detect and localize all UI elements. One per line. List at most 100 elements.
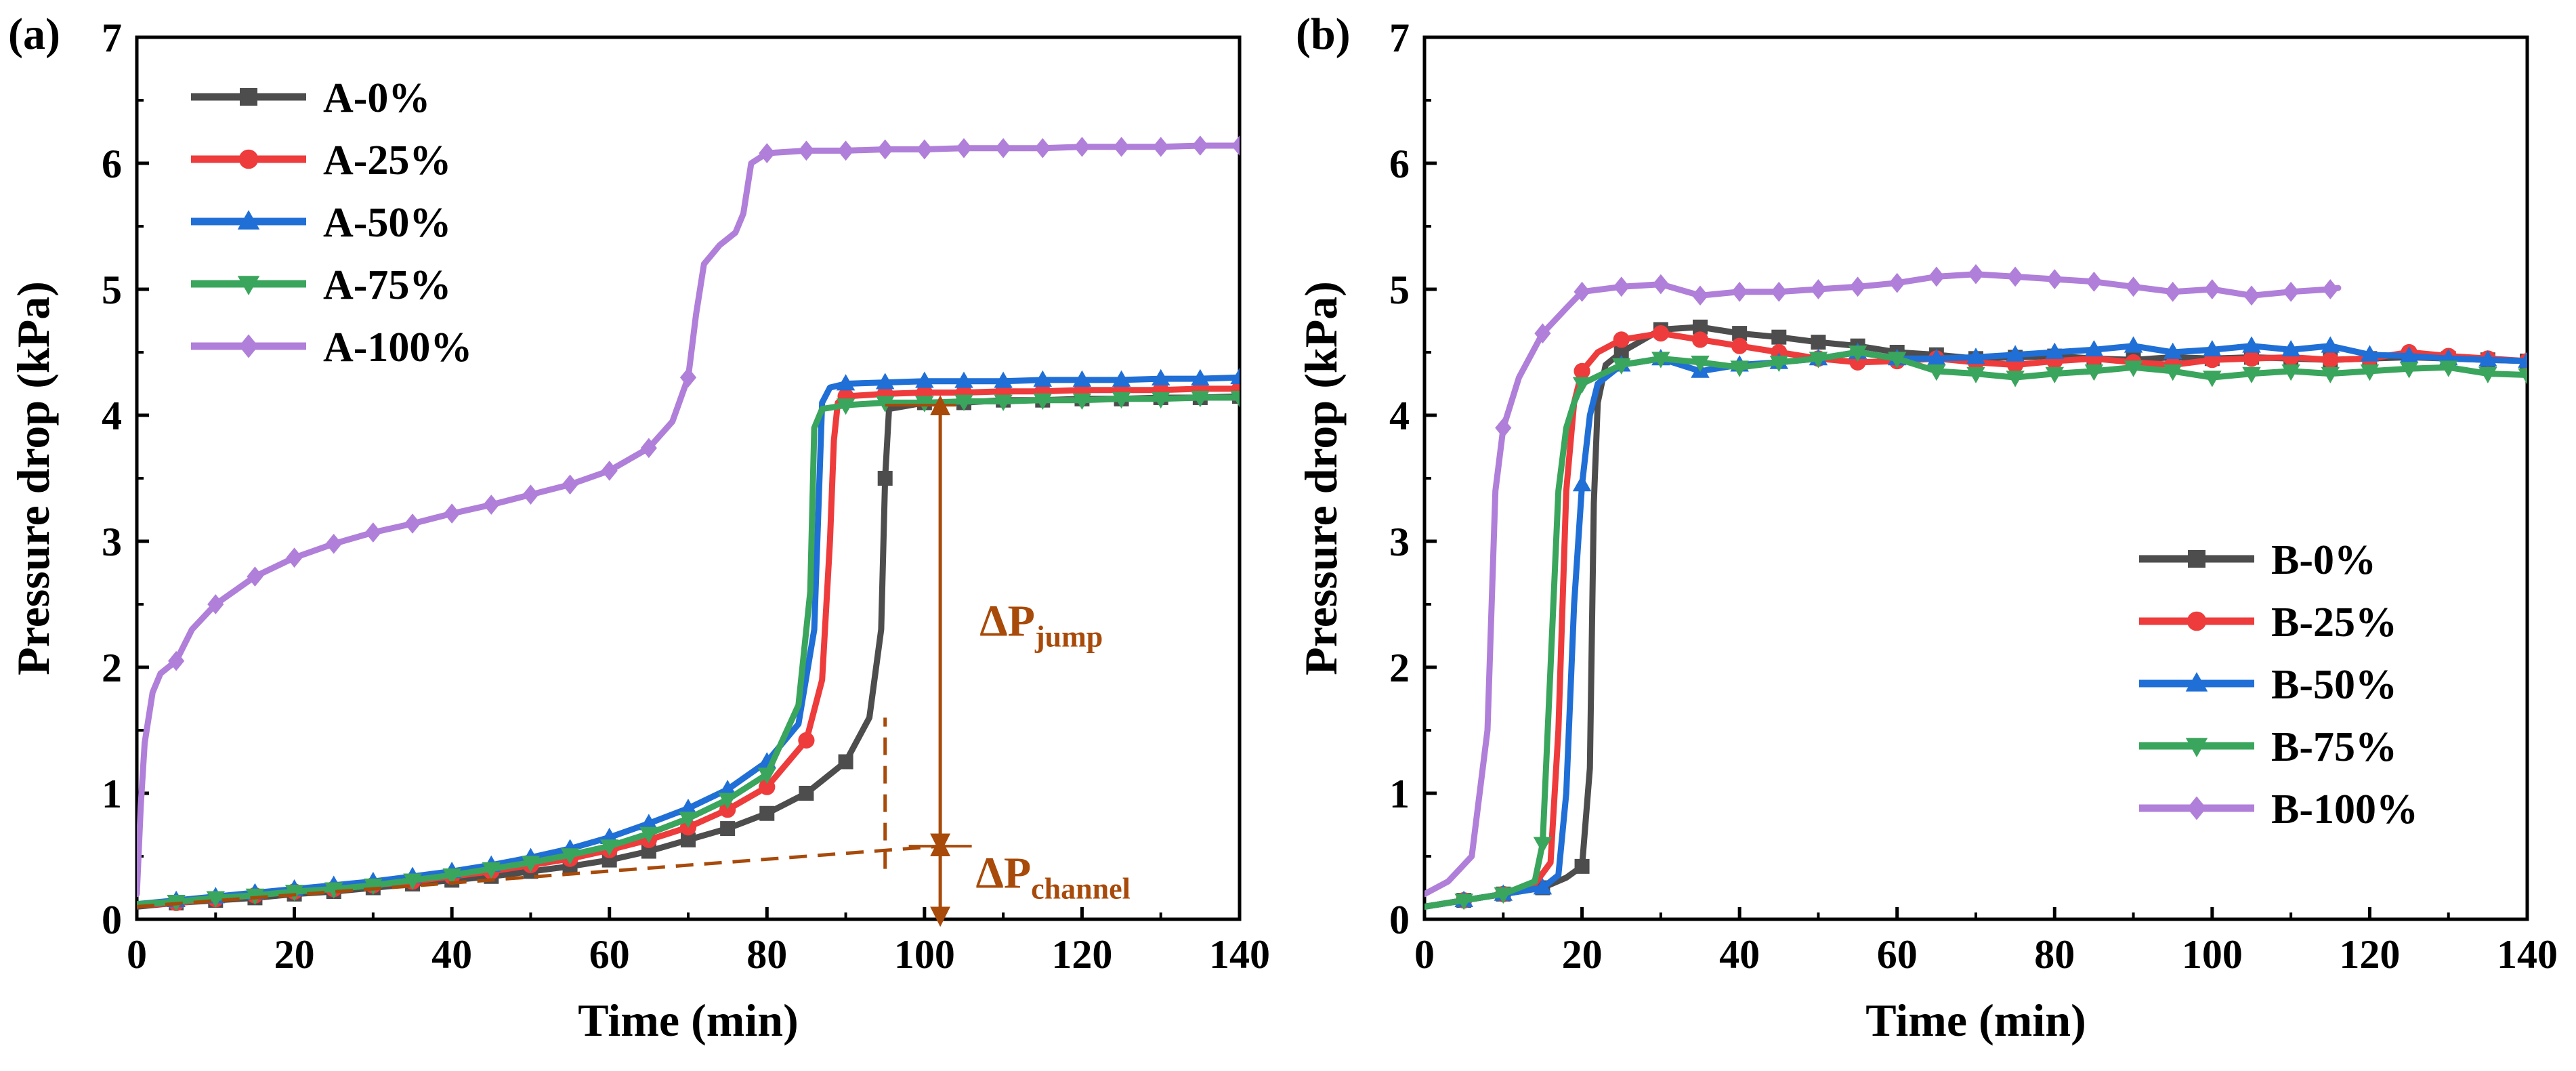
x-tick-label: 0 bbox=[1414, 932, 1435, 977]
panel-label: (b) bbox=[1296, 9, 1351, 59]
data-point bbox=[1454, 894, 1473, 910]
series-B-100% bbox=[1424, 264, 2342, 898]
y-tick-label: 4 bbox=[102, 394, 122, 438]
data-point bbox=[1034, 138, 1051, 159]
data-point bbox=[1887, 352, 1907, 369]
y-tick-label: 5 bbox=[1389, 268, 1410, 312]
legend-marker bbox=[238, 149, 259, 169]
data-point bbox=[2086, 271, 2103, 292]
data-point bbox=[2478, 366, 2497, 383]
data-point bbox=[954, 371, 973, 388]
data-point bbox=[837, 140, 854, 161]
y-tick-label: 4 bbox=[1389, 394, 1410, 438]
jump-label: ΔPjump bbox=[979, 597, 1103, 654]
legend-marker bbox=[2187, 796, 2207, 820]
legend-item: A-75% bbox=[191, 262, 451, 308]
data-point bbox=[2438, 360, 2458, 377]
data-point bbox=[1494, 887, 1513, 904]
data-point bbox=[679, 367, 697, 388]
data-point bbox=[679, 812, 698, 828]
legend-marker bbox=[2185, 672, 2208, 692]
data-point bbox=[2399, 362, 2419, 379]
data-point bbox=[483, 495, 500, 515]
data-point bbox=[1966, 348, 1985, 364]
x-tick-label: 100 bbox=[894, 932, 955, 977]
x-tick-label: 20 bbox=[1562, 932, 1603, 977]
data-point bbox=[482, 862, 501, 879]
legend-item: B-0% bbox=[2139, 537, 2376, 583]
data-point bbox=[1769, 355, 1789, 373]
data-point bbox=[954, 394, 973, 411]
data-point bbox=[799, 786, 814, 801]
plot-frame bbox=[135, 35, 1242, 921]
y-tick-label: 3 bbox=[102, 520, 122, 564]
data-point bbox=[2321, 336, 2340, 353]
data-point bbox=[1732, 326, 1748, 341]
data-point bbox=[1072, 393, 1092, 410]
data-point bbox=[1074, 136, 1091, 157]
data-point bbox=[759, 805, 775, 821]
data-point bbox=[1151, 369, 1170, 385]
data-point bbox=[1691, 331, 1709, 348]
data-point bbox=[2478, 350, 2497, 367]
data-point bbox=[2006, 345, 2025, 362]
data-point bbox=[206, 891, 226, 908]
data-point bbox=[916, 139, 933, 160]
data-point bbox=[521, 856, 541, 873]
y-tick-label: 3 bbox=[1389, 520, 1410, 564]
data-point bbox=[1966, 366, 1985, 383]
data-point bbox=[798, 140, 815, 161]
legend: A-0% A-25% A-50% A-75% A-100% bbox=[191, 75, 472, 371]
data-point bbox=[1888, 272, 1905, 293]
legend-label: B-0% bbox=[2271, 537, 2376, 583]
data-point bbox=[1731, 337, 1748, 354]
data-point bbox=[1771, 281, 1788, 302]
data-point bbox=[1771, 329, 1787, 345]
data-point bbox=[639, 814, 658, 831]
x-tick-label: 80 bbox=[2034, 932, 2075, 977]
x-tick-label: 60 bbox=[589, 932, 630, 977]
data-point bbox=[1113, 136, 1130, 157]
y-tick-label: 0 bbox=[1389, 898, 1410, 942]
data-point bbox=[2164, 281, 2181, 302]
x-tick-label: 100 bbox=[2182, 932, 2243, 977]
y-tick-label: 1 bbox=[102, 772, 122, 816]
legend-label: A-0% bbox=[323, 75, 430, 121]
x-axis-label: Time (min) bbox=[1865, 994, 2086, 1046]
data-point bbox=[719, 801, 736, 818]
legend-label: B-50% bbox=[2271, 662, 2397, 708]
data-point bbox=[757, 768, 777, 784]
x-tick-label: 120 bbox=[2339, 932, 2400, 977]
data-point bbox=[1151, 392, 1170, 409]
x-axis-label: Time (min) bbox=[578, 994, 799, 1046]
series-A-100% bbox=[137, 135, 1240, 898]
x-tick-label: 80 bbox=[746, 932, 787, 977]
y-tick-label: 7 bbox=[1389, 16, 1410, 60]
annotations: ΔPjump ΔPchannel bbox=[136, 395, 1131, 927]
series-B-75% bbox=[1424, 345, 2527, 910]
data-point bbox=[639, 826, 658, 843]
y-axis-label: Pressure drop (kPa) bbox=[7, 281, 59, 675]
data-point bbox=[404, 513, 421, 534]
data-point bbox=[2124, 336, 2143, 353]
data-point bbox=[1112, 392, 1131, 409]
data-point bbox=[1611, 358, 1631, 375]
data-point bbox=[247, 566, 263, 587]
x-tick-label: 60 bbox=[1877, 932, 1918, 977]
data-point bbox=[1731, 281, 1748, 302]
data-point bbox=[284, 885, 304, 902]
x-tick-label: 140 bbox=[1209, 932, 1270, 977]
x-tick-label: 140 bbox=[2497, 932, 2558, 977]
data-point bbox=[1534, 323, 1551, 343]
data-point bbox=[1230, 367, 1240, 385]
data-point bbox=[1691, 355, 1710, 373]
data-point bbox=[1613, 345, 1629, 360]
legend-item: A-0% bbox=[191, 75, 430, 121]
data-point bbox=[994, 394, 1013, 411]
data-point bbox=[168, 650, 185, 671]
data-point bbox=[2243, 350, 2260, 367]
data-point bbox=[1533, 878, 1553, 895]
data-point bbox=[560, 848, 580, 865]
data-point bbox=[2360, 364, 2380, 381]
